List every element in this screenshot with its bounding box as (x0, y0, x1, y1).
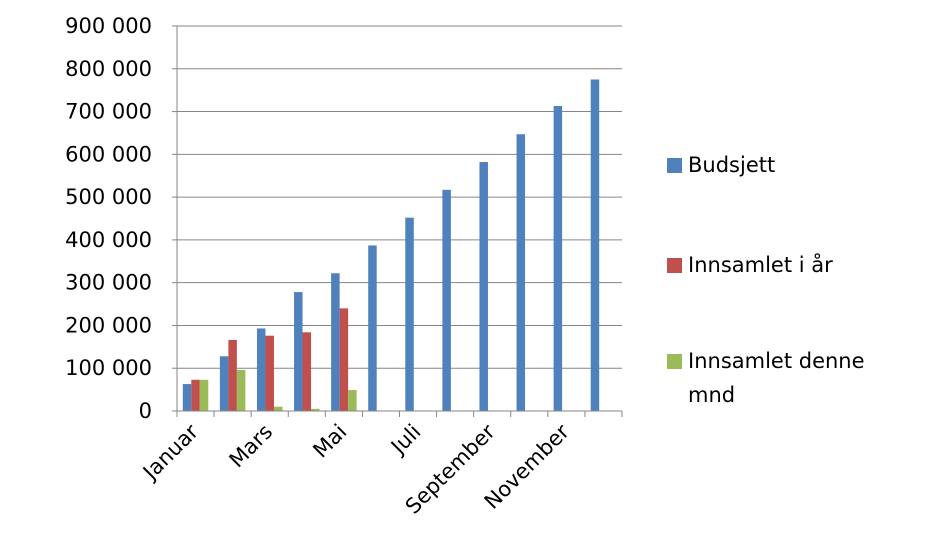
y-tick-label: 500 000 (65, 185, 152, 209)
bar-budsjett-september (479, 162, 488, 411)
y-tick-label: 800 000 (65, 57, 152, 81)
bar-budsjett-desember (590, 79, 600, 411)
y-tick-label: 100 000 (65, 356, 152, 380)
y-tick-label: 400 000 (65, 228, 152, 252)
legend-swatch-budsjett (667, 158, 682, 173)
x-tick-label: Juli (385, 420, 425, 460)
bar-budsjett-august (442, 189, 451, 411)
y-tick-label: 900 000 (65, 14, 152, 38)
legend-item-innsamlet-denne-mnd: Innsamlet denne mnd (667, 344, 908, 412)
legend-label-innsamlet-i-ar: Innsamlet i år (688, 253, 833, 277)
bar-budsjett-mai (331, 273, 340, 411)
legend-swatch-innsamlet-denne-mnd (667, 354, 682, 369)
bar-budsjett-oktober (516, 134, 526, 411)
legend-item-budsjett: Budsjett (667, 148, 775, 182)
bar-budsjett-januar (182, 384, 192, 411)
bar-innsamlet-i-r-mai (339, 308, 349, 411)
legend-swatch-innsamlet-i-ar (667, 258, 682, 273)
bar-innsamlet-i-r-januar (191, 379, 200, 411)
axes (176, 26, 623, 417)
x-tick-label: Januar (137, 419, 203, 485)
bar-innsamlet-denne-mnd-april (311, 408, 320, 411)
bar-innsamlet-i-r-mars (265, 335, 274, 411)
legend-label-budsjett: Budsjett (688, 153, 776, 177)
x-tick-label: Mars (225, 420, 278, 473)
bar-budsjett-april (294, 292, 303, 411)
gridlines (172, 25, 622, 412)
bar-innsamlet-denne-mnd-januar (199, 379, 209, 411)
legend-item-innsamlet-i-ar: Innsamlet i år (667, 248, 833, 282)
bar-budsjett-februar (219, 356, 229, 411)
y-tick-label: 300 000 (65, 271, 152, 295)
legend-label-innsamlet-denne-mnd: Innsamlet denne mnd (688, 349, 865, 407)
x-tick-label: Mai (308, 420, 351, 463)
bars (182, 79, 600, 411)
y-tick-label: 600 000 (65, 142, 152, 166)
bar-budsjett-juni (368, 245, 377, 411)
y-tick-label: 200 000 (65, 313, 152, 337)
bar-innsamlet-denne-mnd-mai (348, 390, 357, 411)
y-axis-tick-labels: 0 100 000 200 000 300 000 400 000 500 000 600 … (65, 14, 152, 423)
bar-innsamlet-denne-mnd-februar (236, 369, 246, 411)
y-tick-label: 700 000 (65, 100, 152, 124)
bar-budsjett-mars (256, 328, 266, 411)
bar-innsamlet-denne-mnd-mars (273, 406, 283, 411)
y-tick-label: 0 (139, 399, 152, 423)
bar-budsjett-november (553, 105, 563, 411)
bar-innsamlet-i-r-februar (228, 339, 237, 411)
bar-innsamlet-i-r-april (302, 332, 312, 411)
bar-budsjett-juli (405, 217, 414, 411)
